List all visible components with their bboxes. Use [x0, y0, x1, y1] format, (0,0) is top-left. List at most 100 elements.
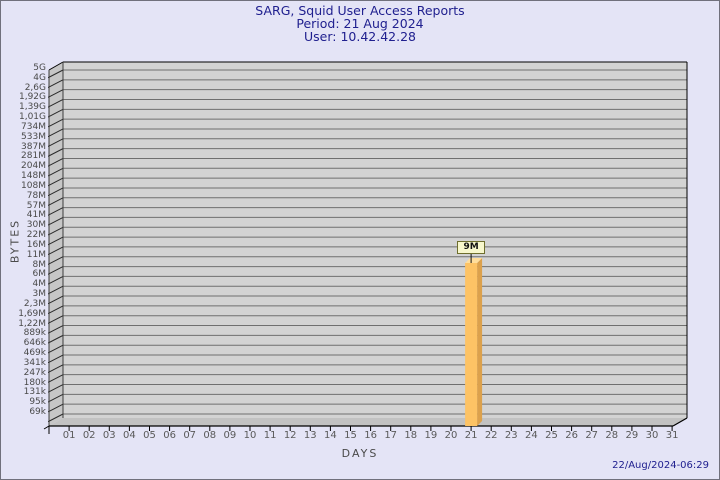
axis-spur-diagonal [43, 425, 50, 430]
bar-value-label: 9M [457, 241, 486, 254]
chart-floor [49, 418, 687, 426]
y-tick-label: 22M [26, 230, 46, 241]
wall-tick [48, 158, 64, 167]
wall-tick [48, 256, 64, 265]
y-tick-label: 148M [21, 171, 46, 182]
y-tick-label: 41M [26, 210, 46, 221]
wall-tick [48, 315, 64, 324]
x-tick-label: 15 [344, 430, 357, 441]
y-tick-label: 1,22M [18, 318, 46, 329]
x-tick-label: 24 [525, 430, 538, 441]
y-tick-label: 30M [26, 220, 46, 231]
x-axis-title: DAYS [341, 447, 379, 460]
chart-panel [63, 62, 687, 418]
x-tick-label: 09 [223, 430, 237, 441]
bar-top-face [465, 258, 483, 263]
y-tick-label: 78M [26, 190, 46, 201]
y-tick-label: 69k [29, 407, 46, 417]
bar-side-face [477, 258, 483, 426]
y-tick-label: 4G [33, 72, 46, 83]
y-tick-label: 108M [21, 180, 46, 191]
report-period: Period: 21 Aug 2024 [296, 16, 424, 31]
x-tick-label: 08 [203, 430, 217, 441]
wall-tick [48, 99, 64, 108]
x-tick-label: 30 [645, 430, 659, 441]
x-tick-label: 20 [444, 430, 458, 441]
y-tick-label: 247k [23, 367, 46, 378]
wall-tick [48, 295, 64, 305]
wall-tick [48, 177, 64, 187]
wall-tick [48, 69, 64, 78]
wall-tick [48, 216, 64, 226]
y-tick-label: 131k [23, 387, 46, 398]
wall-tick [48, 305, 64, 314]
wall-tick [48, 266, 64, 275]
wall-tick [48, 246, 64, 255]
y-tick-label: 4M [32, 279, 47, 290]
y-tick-label: 2,3M [23, 298, 46, 309]
x-tick-label: 22 [484, 430, 498, 441]
wall-tick [48, 118, 64, 128]
wall-tick [48, 285, 64, 295]
x-tick-label: 17 [384, 430, 398, 441]
y-tick-label: 1,01G [18, 112, 46, 123]
y-tick-label: 1,69M [18, 308, 46, 319]
y-tick-label: 16M [26, 239, 46, 250]
y-tick-label: 281M [21, 151, 46, 162]
x-tick-label: 11 [263, 430, 277, 441]
x-tick-label: 25 [545, 430, 558, 441]
x-tick-label: 05 [143, 430, 156, 441]
wall-tick [48, 148, 64, 157]
x-tick-label: 02 [82, 430, 96, 441]
y-tick-label: 2,6G [24, 82, 46, 93]
y-tick-label: 734M [21, 121, 46, 132]
wall-tick [48, 236, 64, 246]
wall-tick [48, 128, 64, 137]
generation-timestamp: 22/Aug/2024-06:29 [612, 460, 709, 471]
wall-tick [48, 187, 64, 196]
y-tick-label: 11M [26, 249, 46, 260]
y-axis-title: BYTES [8, 218, 22, 264]
bar-day-21 [465, 263, 478, 426]
wall-tick [48, 403, 64, 413]
y-tick-label: 646k [23, 338, 46, 349]
y-tick-label: 6M [32, 269, 47, 280]
x-tick-label: 16 [364, 430, 377, 441]
top-left-edge [48, 61, 64, 71]
y-tick-label: 387M [21, 141, 46, 152]
x-tick-label: 12 [283, 430, 297, 441]
wall-tick [48, 413, 64, 422]
y-tick-label: 3M [32, 289, 47, 300]
y-tick-label: 204M [21, 161, 46, 172]
x-tick-label: 19 [424, 430, 438, 441]
wall-tick [48, 138, 64, 147]
x-tick-label: 18 [404, 430, 418, 441]
report-user: User: 10.42.42.28 [304, 29, 416, 44]
wall-tick [48, 344, 64, 354]
x-tick-label: 04 [123, 430, 136, 441]
x-tick-label: 27 [585, 430, 599, 441]
y-tick-label: 469k [23, 348, 46, 359]
floor-right-edge [672, 417, 688, 427]
y-tick-label: 1,92G [18, 92, 46, 103]
x-tick-label: 01 [62, 430, 76, 441]
wall-tick [48, 334, 64, 344]
wall-tick [48, 89, 64, 98]
wall-tick [48, 79, 64, 88]
wall-tick [48, 374, 64, 383]
wall-tick [48, 364, 64, 373]
chart-wall [49, 62, 63, 426]
wall-tick [48, 167, 64, 177]
x-tick-label: 23 [504, 430, 518, 441]
y-tick-label: 95k [29, 397, 46, 408]
y-tick-label: 533M [21, 131, 46, 142]
y-tick-label: 5G [33, 63, 46, 73]
wall-tick [48, 207, 64, 216]
wall-tick [48, 275, 64, 285]
report-header: SARG, Squid User Access Reports Period: … [1, 4, 719, 43]
wall-tick [48, 354, 64, 363]
y-tick-label: 889k [23, 328, 46, 339]
report-title: SARG, Squid User Access Reports [255, 3, 465, 18]
wall-tick [48, 325, 64, 334]
